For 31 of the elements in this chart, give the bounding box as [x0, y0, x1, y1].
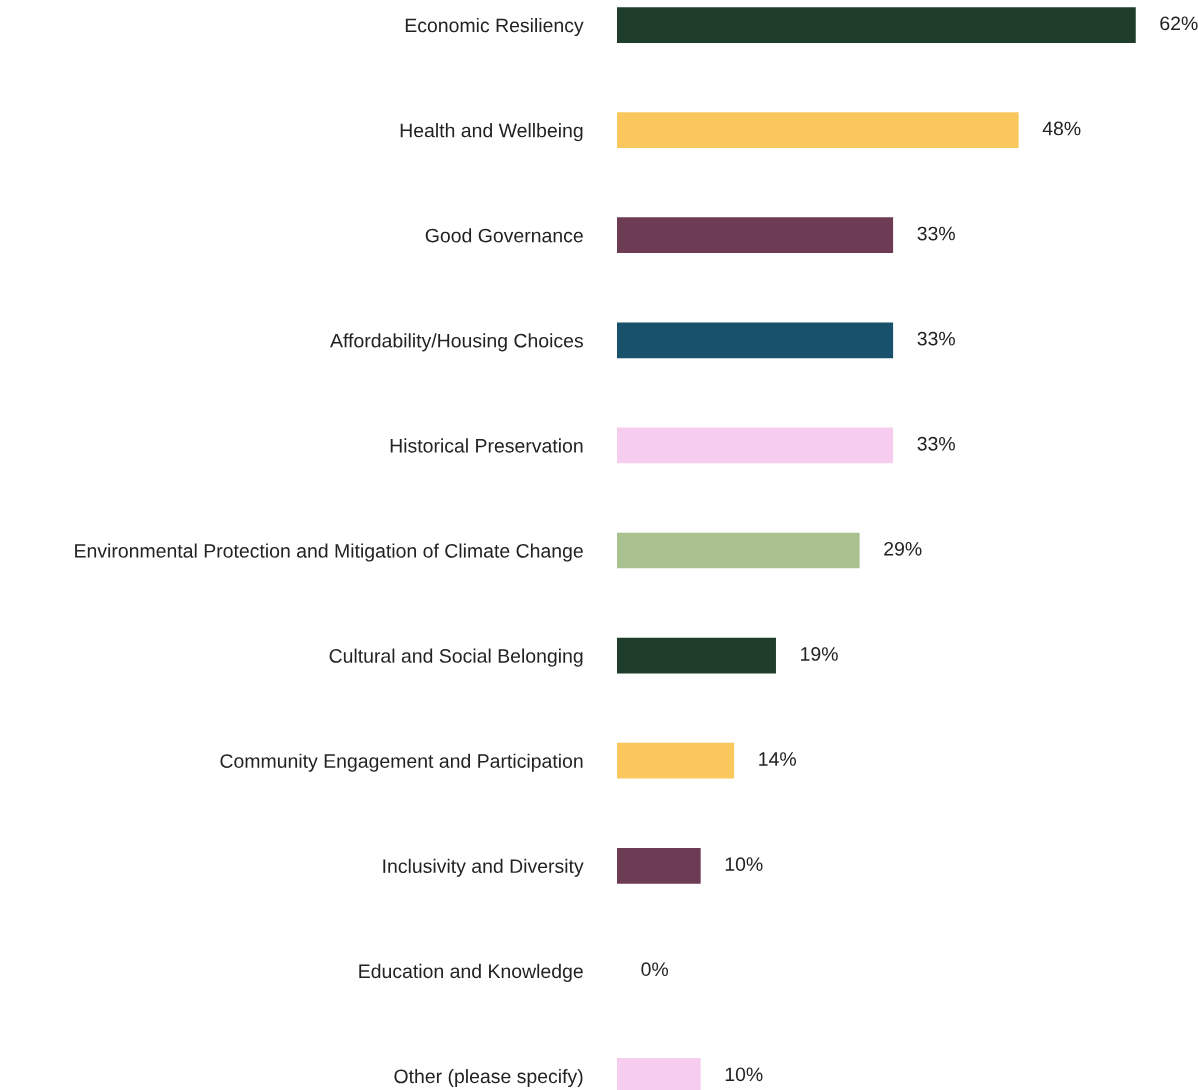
y-tick-label: Environmental Protection and Mitigation of Climate Change — [75, 543, 583, 562]
data-label: 29% — [884, 541, 922, 556]
y-tick-label: Health and Wellbeing — [400, 123, 583, 142]
bar — [617, 532, 860, 569]
data-label: 33% — [917, 436, 955, 451]
data-label: 10% — [725, 1067, 763, 1082]
data-label: 10% — [725, 857, 763, 872]
y-tick-label: Education and Knowledge — [359, 963, 583, 982]
y-tick-label: Economic Resiliency — [405, 17, 584, 37]
data-label: 0% — [641, 962, 669, 977]
data-label: 62% — [1160, 16, 1198, 31]
y-tick-label: Historical Preservation — [390, 438, 583, 453]
data-label: 33% — [917, 226, 955, 241]
data-label: 33% — [917, 331, 955, 346]
y-tick-label: Affordability/Housing Choices — [330, 333, 583, 352]
y-tick-label: Community Engagement and Participation — [220, 753, 583, 772]
bar — [617, 637, 776, 674]
bar — [617, 322, 894, 359]
data-label: 19% — [801, 647, 838, 661]
bar — [617, 112, 1019, 148]
data-label: 14% — [759, 752, 796, 766]
y-tick-label: Cultural and Social Belonging — [329, 648, 583, 667]
y-tick-label: Inclusivity and Diversity — [383, 858, 584, 877]
bar — [617, 742, 735, 779]
bar — [617, 427, 894, 464]
y-tick-label: Other (please specify) — [394, 1068, 583, 1088]
bar — [617, 7, 1136, 43]
y-tick-label: Good Governance — [425, 228, 583, 243]
bar — [617, 217, 894, 254]
data-label: 48% — [1042, 121, 1081, 136]
bar — [617, 847, 701, 884]
